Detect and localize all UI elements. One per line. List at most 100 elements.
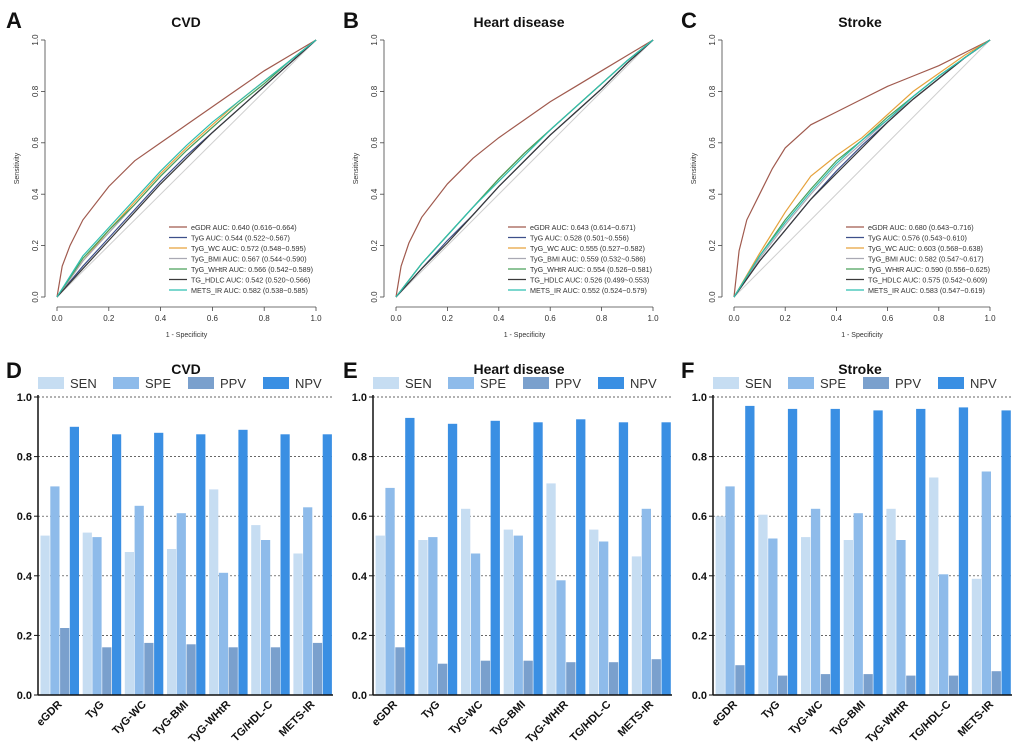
y-tick-label: 0.6 [17, 511, 32, 523]
roc-curve-TG_HDLC [395, 39, 654, 298]
x-category-label: eGDR [34, 699, 64, 729]
legend-swatch-NPV [598, 377, 624, 389]
x-category-label: TG/HDL-C [568, 699, 614, 745]
roc-curve-TyG_WC [733, 39, 991, 298]
panel-letter: C [681, 8, 697, 33]
bar-NPV [916, 408, 926, 695]
bar-SPE [134, 505, 144, 695]
bar-PPV [312, 642, 323, 695]
y-tick-label: 0.8 [352, 452, 367, 464]
y-tick-label: 0.0 [708, 291, 717, 303]
legend-swatch-SPE [113, 377, 139, 389]
y-tick-label: 0.2 [352, 630, 367, 642]
legend-label-TyG_WC: TyG_WC AUC: 0.603 (0.568~0.638) [868, 244, 983, 253]
panel-title: Stroke [838, 361, 882, 377]
bar-PPV [228, 647, 238, 695]
x-tick-label: 0.4 [155, 314, 167, 323]
legend-label-SEN: SEN [70, 376, 97, 391]
y-tick-label: 0.2 [708, 239, 717, 251]
bar-SEN [418, 540, 428, 695]
legend-swatch-NPV [938, 377, 964, 389]
y-axis-title: Sensitivity [691, 152, 698, 184]
bar-SEN [589, 529, 599, 695]
bar-SEN [124, 552, 134, 695]
y-tick-label: 1.0 [692, 392, 707, 404]
bar-SPE [92, 537, 102, 695]
roc-curve-TG_HDLC [733, 39, 991, 298]
y-tick-label: 1.0 [708, 34, 717, 46]
legend-label-TG_HDLC: TG_HDLC AUC: 0.542 (0.520~0.566) [191, 276, 310, 285]
legend-label-TyG: TyG AUC: 0.576 (0.543~0.610) [868, 234, 967, 243]
bar-SEN [971, 578, 982, 695]
roc-curve-eGDR [56, 39, 317, 298]
bar-PPV [566, 662, 576, 695]
bar-SEN [546, 483, 556, 695]
legend-label-TyG_BMI: TyG_BMI AUC: 0.567 (0.544~0.590) [191, 255, 307, 264]
y-tick-label: 0.0 [370, 291, 379, 303]
bar-PPV [186, 644, 196, 695]
legend-label-eGDR: eGDR AUC: 0.680 (0.643~0.716) [868, 223, 974, 232]
bar-PPV [778, 675, 788, 695]
legend-swatch-SEN [38, 377, 64, 389]
panel-letter: F [681, 358, 694, 383]
x-category-label: TyG [760, 699, 783, 722]
bar-SPE [176, 513, 186, 695]
y-tick-label: 1.0 [370, 34, 379, 46]
x-tick-label: 1.0 [647, 314, 659, 323]
bar-SPE [768, 538, 778, 695]
bar-SPE [385, 487, 395, 695]
x-category-label: TyG-WHtR [186, 699, 233, 746]
bar-NPV [1001, 410, 1011, 695]
roc-curve-TyG_WHtR [56, 39, 317, 298]
bar-SEN [293, 553, 303, 695]
legend-swatch-PPV [863, 377, 889, 389]
legend-label-PPV: PPV [220, 376, 246, 391]
x-category-label: TyG-WC [110, 699, 149, 738]
y-tick-label: 0.4 [17, 571, 33, 583]
y-tick-label: 0.6 [692, 511, 707, 523]
bar-SPE [853, 513, 863, 695]
x-axis-title: 1 - Specificity [166, 332, 208, 339]
bar-NPV [618, 422, 629, 695]
bar-SPE [513, 535, 523, 695]
bar-SEN [801, 537, 811, 695]
y-tick-label: 0.4 [370, 188, 379, 200]
bar-PPV [948, 675, 959, 695]
legend-swatch-SPE [788, 377, 814, 389]
reference-diagonal [733, 39, 991, 298]
legend-label-TyG: TyG AUC: 0.528 (0.501~0.556) [530, 234, 629, 243]
bar-PPV [144, 642, 154, 695]
y-tick-label: 0.2 [692, 630, 707, 642]
bar-PPV [102, 647, 112, 695]
panel-letter: E [343, 358, 358, 383]
x-category-label: TyG-WC [787, 699, 826, 738]
bar-SPE [556, 580, 566, 695]
bar-SEN [843, 540, 853, 695]
bar-SPE [939, 574, 949, 695]
y-tick-label: 0.0 [17, 690, 32, 702]
bar-NPV [112, 434, 122, 696]
bar-PPV [863, 674, 873, 695]
bar-SEN [251, 525, 261, 695]
bar-PPV [651, 659, 661, 695]
bar-SPE [50, 486, 60, 695]
bar-PPV [991, 671, 1001, 695]
bar-SEN [82, 532, 92, 695]
x-tick-label: 0.2 [442, 314, 454, 323]
legend-label-SPE: SPE [480, 376, 506, 391]
legend-label-SPE: SPE [145, 376, 171, 391]
x-tick-label: 0.8 [933, 314, 945, 323]
legend-label-TyG_WHtR: TyG_WHtR AUC: 0.590 (0.556~0.625) [868, 265, 990, 274]
x-category-label: TG/HDL-C [908, 699, 954, 745]
bar-NPV [533, 422, 543, 695]
legend-label-SPE: SPE [820, 376, 846, 391]
legend-swatch-SEN [373, 377, 399, 389]
x-category-label: TyG [420, 699, 443, 722]
bar-NPV [958, 407, 969, 695]
reference-diagonal [395, 39, 654, 298]
bar-SPE [810, 508, 821, 696]
bar-NPV [280, 434, 290, 696]
bar-PPV [60, 628, 70, 695]
legend-label-SEN: SEN [745, 376, 772, 391]
bar-NPV [661, 422, 671, 695]
